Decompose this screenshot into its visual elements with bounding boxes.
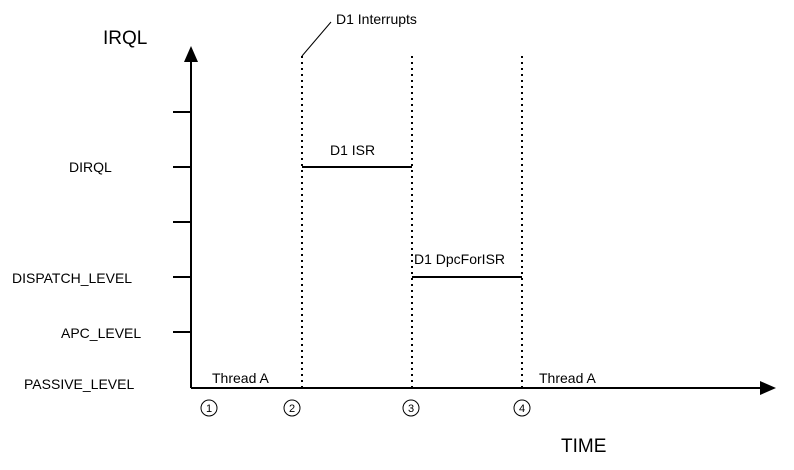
marker-2-number: 2	[289, 403, 295, 415]
level-label-passive: PASSIVE_LEVEL	[24, 376, 134, 392]
level-label-apc: APC_LEVEL	[61, 325, 141, 341]
x-axis-arrowhead	[760, 381, 776, 395]
marker-3-number: 3	[408, 403, 414, 415]
interrupt-callout-leader	[301, 21, 332, 57]
y-axis-arrowhead	[184, 46, 198, 62]
marker-2: 2	[283, 399, 301, 417]
marker-3: 3	[402, 399, 420, 417]
level-label-dirql: DIRQL	[69, 159, 112, 175]
level-label-dispatch: DISPATCH_LEVEL	[12, 270, 132, 286]
segment-label-thread-a-end: Thread A	[539, 370, 596, 386]
marker-4-number: 4	[519, 403, 525, 415]
marker-1-number: 1	[206, 403, 212, 415]
segment-label-thread-a-start: Thread A	[212, 370, 269, 386]
marker-4: 4	[513, 399, 531, 417]
interrupt-callout-label: D1 Interrupts	[336, 11, 417, 27]
x-axis-title: TIME	[561, 436, 606, 457]
segment-label-isr: D1 ISR	[330, 142, 375, 158]
marker-1: 1	[200, 399, 218, 417]
segment-label-dpc: D1 DpcForISR	[414, 251, 505, 267]
y-axis-title: IRQL	[103, 28, 147, 49]
